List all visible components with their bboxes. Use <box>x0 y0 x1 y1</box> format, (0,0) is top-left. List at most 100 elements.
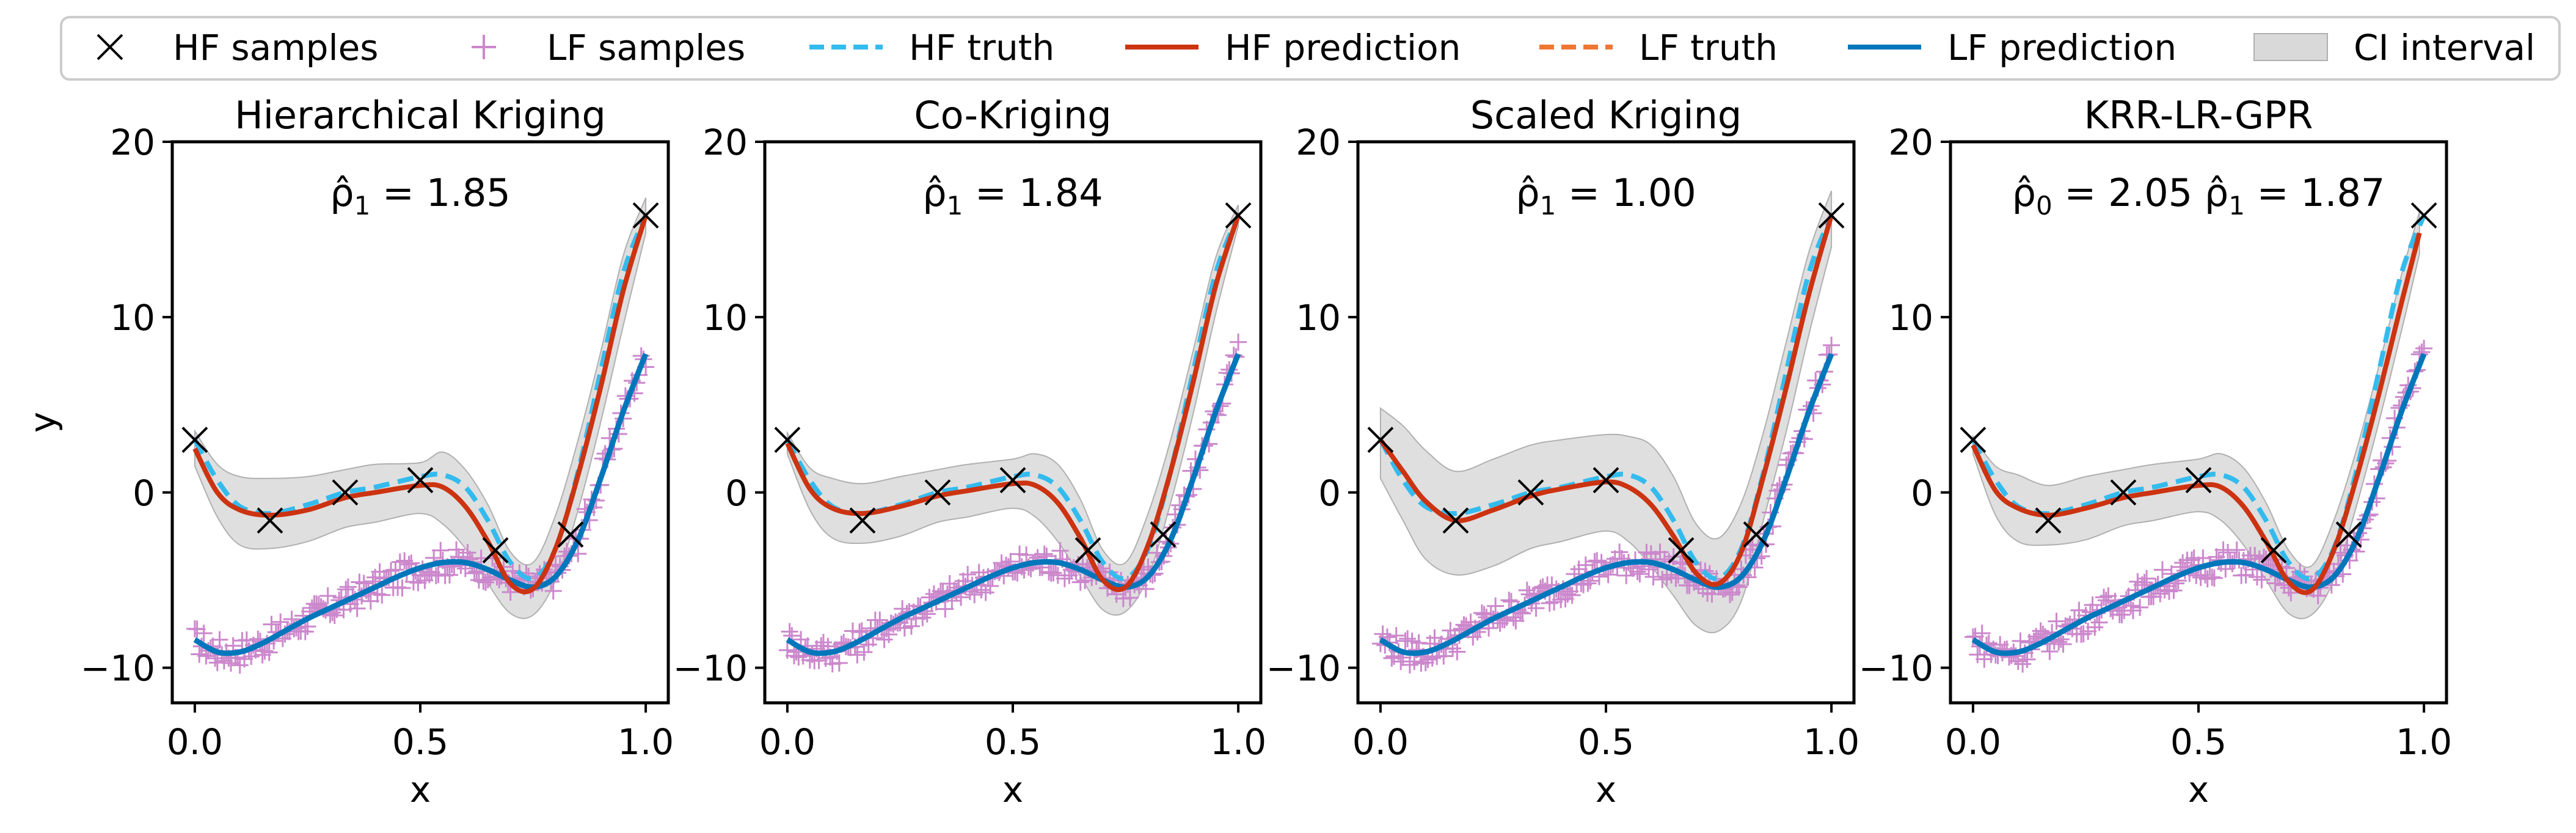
lf-sample-point <box>1976 650 1993 668</box>
ci-band <box>1379 190 1833 634</box>
lf-sample-point <box>871 611 889 629</box>
x-tick-label: 0.5 <box>985 721 1041 763</box>
hf-sample-point <box>332 479 359 506</box>
ci-band <box>194 197 647 619</box>
legend-entry: LF prediction <box>1848 27 2176 68</box>
y-tick-label: 20 <box>110 122 155 163</box>
lf-sample-point <box>1545 593 1563 611</box>
annotation-part: ρ̂ <box>1516 171 1539 215</box>
lf-sample-point <box>2248 568 2266 586</box>
lf-sample-point <box>781 623 798 640</box>
hf-sample-point <box>2260 537 2287 563</box>
legend-label: CI interval <box>2354 27 2535 68</box>
lf-sample-point <box>195 625 213 642</box>
hf-sample-point <box>1367 427 1394 453</box>
lf-sample-point <box>2084 596 2101 614</box>
lf-sample-point <box>1823 336 1841 354</box>
lf-sample-point <box>1618 567 1635 584</box>
annotation-part: 0 <box>2036 191 2052 221</box>
lf-sample-point <box>982 577 999 595</box>
lf-sample-point <box>256 642 274 660</box>
y-tick-label: 10 <box>702 297 748 339</box>
y-tick-label: 0 <box>1911 472 1933 514</box>
x-tick-label: 0.5 <box>392 721 448 763</box>
lf-sample-point <box>1045 564 1062 582</box>
hf-sample-point <box>181 427 208 453</box>
plot-area <box>1371 190 1841 673</box>
lf-sample-point <box>936 600 954 618</box>
plot-area <box>778 204 1247 673</box>
hf-sample-point <box>2410 202 2437 229</box>
annotation-part: = 1.00 <box>1556 171 1696 215</box>
lf-sample-point <box>254 646 271 664</box>
lf-sample-point <box>1071 573 1089 591</box>
lf-sample-point <box>544 582 562 600</box>
lf-sample-point <box>1654 571 1671 589</box>
hf-sample-point <box>1150 521 1177 548</box>
lf-sample-point <box>2255 548 2273 566</box>
annotation-part: ρ̂ <box>922 171 946 215</box>
x-tick-label: 0.5 <box>1578 721 1634 763</box>
lf-sample-point <box>1559 585 1577 603</box>
annotation-part: = 1.85 <box>370 171 510 215</box>
lf-sample-point <box>1448 643 1466 661</box>
x-tick-label: 1.0 <box>1210 721 1266 763</box>
lf-sample-point <box>448 541 465 559</box>
lf-sample-point <box>2246 546 2264 564</box>
legend-entry: CI interval <box>2253 27 2535 68</box>
lf-sample-point <box>853 622 870 640</box>
legend-label: HF samples <box>173 27 379 68</box>
lf-sample-point <box>1040 563 1058 581</box>
hf-sample-point <box>482 537 509 563</box>
hf-sample-point <box>2335 521 2362 548</box>
annotation-part: ρ̂ <box>330 171 354 215</box>
hf-sample-point <box>257 507 283 534</box>
lf-sample-point <box>339 578 357 596</box>
lf-sample-point <box>1387 626 1405 644</box>
lf-sample-point <box>2048 612 2065 630</box>
hf-sample-point <box>1668 537 1695 563</box>
lf-sample-point <box>440 566 458 584</box>
rho-annotation: ρ̂1 = 1.84 <box>922 171 1103 221</box>
lf-sample-point <box>2014 655 2032 673</box>
lf-sample-point <box>2228 541 2246 559</box>
x-tick-label: 0.0 <box>167 721 223 763</box>
x-tick-label: 1.0 <box>618 721 674 763</box>
x-axis-label: x <box>1002 769 1023 810</box>
x-tick-label: 0.5 <box>2170 721 2227 763</box>
legend: HF samples LF samples HF truth HF predictio… <box>60 16 2561 81</box>
lf-sample-point <box>459 544 476 562</box>
lf-sample-point <box>348 600 366 617</box>
lf-sample-point <box>2151 585 2169 603</box>
y-tick-label: −10 <box>81 648 155 689</box>
lf-sample-point <box>2197 566 2214 584</box>
lf-sample-point <box>1403 633 1421 650</box>
annotation-part: = 2.05 <box>2052 171 2205 215</box>
lf-sample-point <box>475 573 492 590</box>
legend-frame <box>60 16 2561 81</box>
lf-sample-point <box>902 617 920 635</box>
legend-label: LF truth <box>1639 27 1778 68</box>
lf-sample-point <box>972 581 990 599</box>
lf-sample-point <box>382 562 400 579</box>
lf-sample-point <box>1658 568 1676 586</box>
lf-prediction-line <box>193 353 649 656</box>
lf-sample-point <box>2145 588 2162 606</box>
hf-sample-point <box>1517 479 1544 506</box>
subplot-title: Co-Kriging <box>914 93 1111 138</box>
lf-sample-point <box>373 586 391 604</box>
legend-label: LF samples <box>547 27 745 68</box>
legend-entry: HF samples <box>97 27 379 68</box>
lf-sample-point <box>272 613 290 631</box>
hf-sample-point <box>774 427 801 453</box>
lf-sample-point <box>1230 333 1247 351</box>
annotation-part: 1 <box>354 191 371 221</box>
lf-sample-point <box>2138 570 2156 587</box>
rho-annotation: ρ̂1 = 1.85 <box>330 171 511 221</box>
y-tick-label: 0 <box>1318 472 1341 514</box>
hf-prediction-line <box>1971 232 2422 595</box>
lf-sample-point <box>391 553 409 571</box>
lf-sample-point <box>2165 582 2183 600</box>
lf-sample-point <box>337 581 355 598</box>
